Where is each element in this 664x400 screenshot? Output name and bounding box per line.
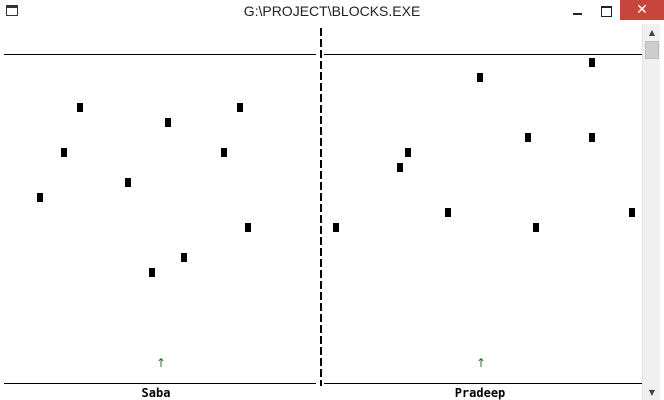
shooter-arrow-icon: ↑ — [156, 356, 167, 370]
maximize-icon — [600, 5, 612, 17]
bottom-boundary-line — [4, 383, 316, 384]
block — [405, 148, 411, 157]
console-window-icon[interactable] — [6, 5, 18, 16]
block — [37, 193, 43, 202]
scroll-down-button[interactable]: ▼ — [643, 384, 661, 400]
block — [445, 208, 451, 217]
block — [589, 133, 595, 142]
block — [125, 178, 131, 187]
block — [525, 133, 531, 142]
block — [221, 148, 227, 157]
minimize-button[interactable] — [562, 0, 592, 22]
block — [477, 73, 483, 82]
block — [397, 163, 403, 172]
block — [77, 103, 83, 112]
maximize-button[interactable] — [592, 0, 620, 22]
block — [165, 118, 171, 127]
block — [61, 148, 67, 157]
block — [333, 223, 339, 232]
bottom-boundary-line — [324, 383, 642, 384]
block — [237, 103, 243, 112]
block — [245, 223, 251, 232]
block — [181, 253, 187, 262]
player-name-right: Pradeep — [454, 386, 506, 400]
close-icon: ✕ — [636, 2, 648, 18]
block — [533, 223, 539, 232]
center-divider — [320, 28, 322, 386]
player-name-left: Saba — [141, 386, 171, 400]
chevron-down-icon: ▼ — [648, 387, 656, 397]
chevron-up-icon: ▲ — [648, 27, 656, 37]
game-area: ↑ Saba ↑ Pradeep — [4, 24, 642, 400]
scrollbar-thumb[interactable] — [645, 41, 659, 59]
title-bar[interactable]: G:\PROJECT\BLOCKS.EXE ✕ — [0, 0, 664, 24]
shooter-arrow-icon: ↑ — [476, 356, 487, 370]
minimize-icon — [572, 13, 582, 15]
window-frame-edge — [660, 24, 664, 400]
close-button[interactable]: ✕ — [620, 0, 664, 20]
block — [589, 58, 595, 67]
scroll-up-button[interactable]: ▲ — [643, 24, 661, 40]
vertical-scrollbar[interactable]: ▲ ▼ — [642, 24, 661, 400]
block — [149, 268, 155, 277]
top-boundary-line — [4, 54, 316, 55]
top-boundary-line — [324, 54, 642, 55]
block — [629, 208, 635, 217]
